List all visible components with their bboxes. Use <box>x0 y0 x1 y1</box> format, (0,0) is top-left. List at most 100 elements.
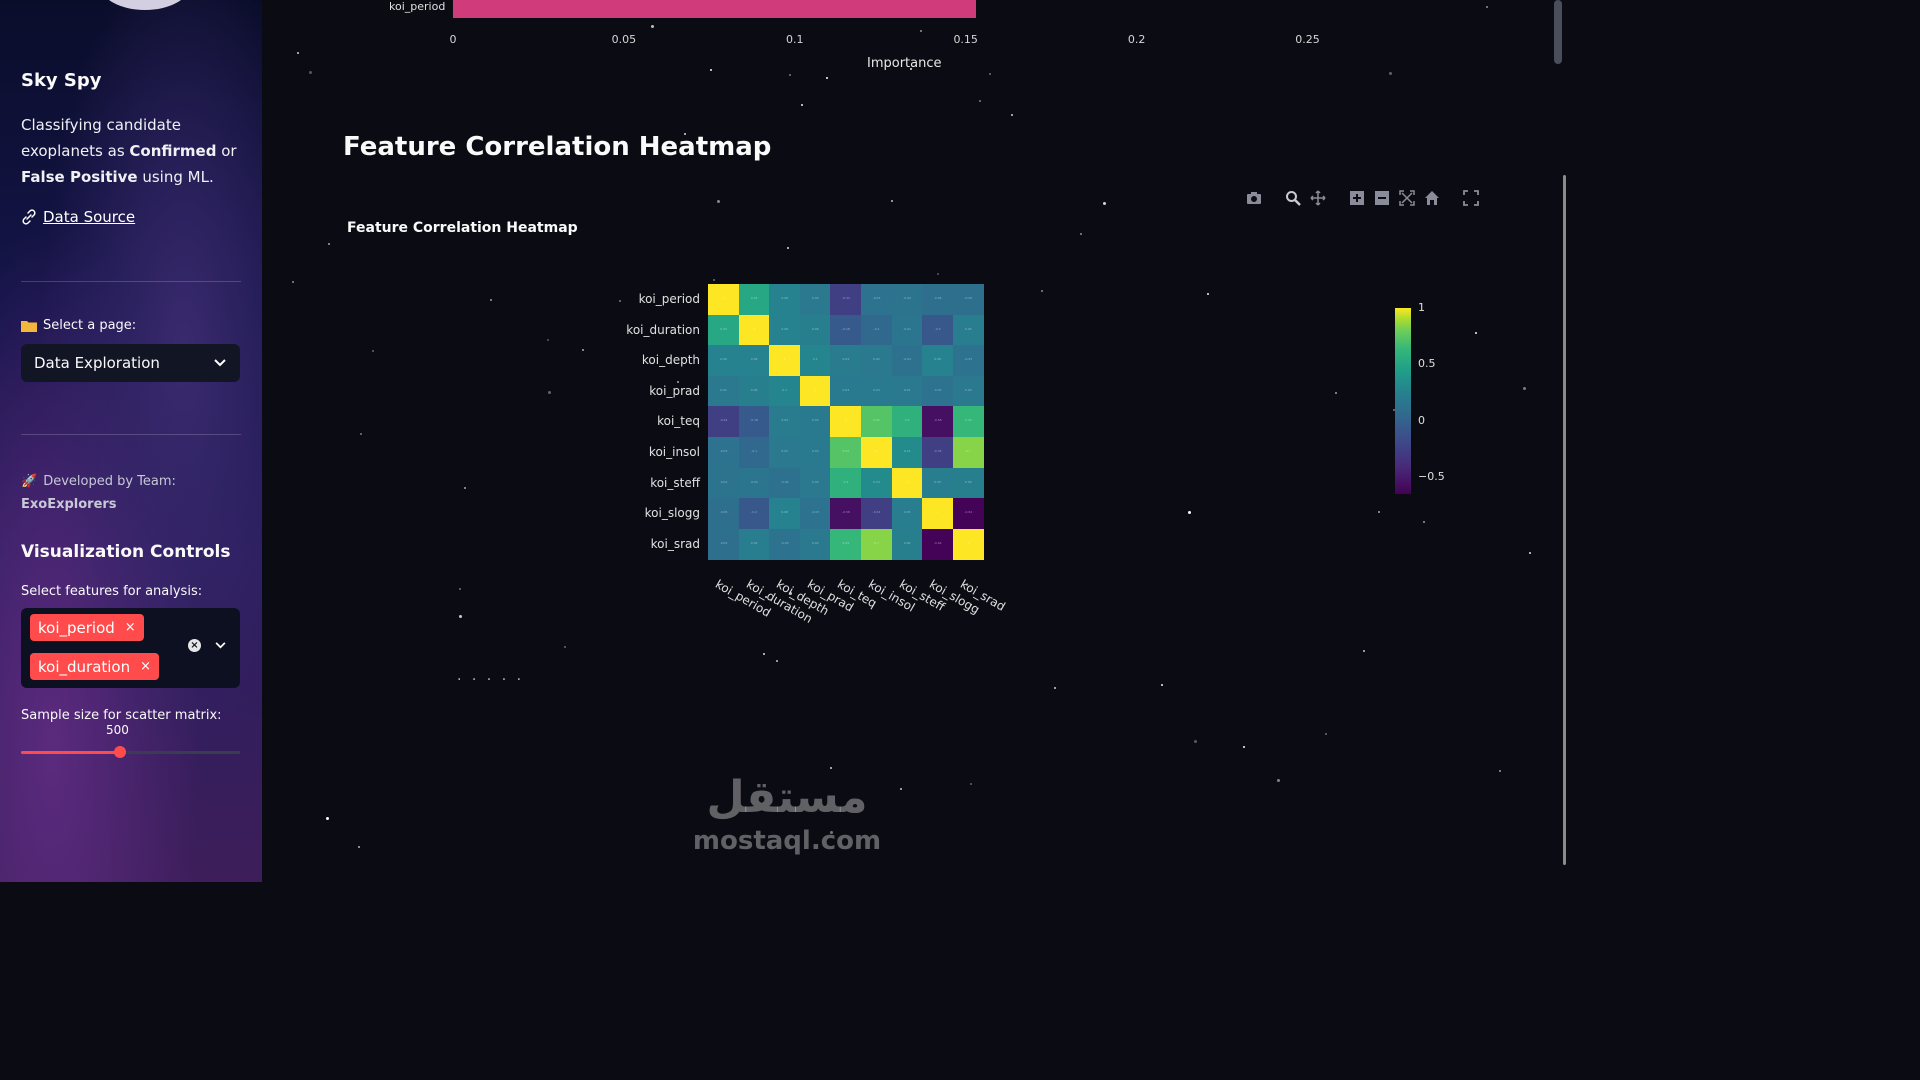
heatmap-cell[interactable]: 1 <box>861 437 892 468</box>
pan-icon[interactable] <box>1310 190 1326 206</box>
heatmap-cell[interactable]: 0.33 <box>738 284 770 315</box>
autoscale-icon[interactable] <box>1399 190 1415 206</box>
heatmap-cell[interactable]: 0.1 <box>769 375 801 407</box>
heatmap-cell[interactable]: -0.04 <box>891 345 923 377</box>
heatmap-cell[interactable]: 0.03 <box>861 375 892 407</box>
heatmap-cell[interactable]: -0.34 <box>922 437 954 468</box>
heatmap-cell[interactable]: -0.02 <box>708 467 739 499</box>
heatmap-cell[interactable]: -0.18 <box>830 314 862 346</box>
heatmap-cell[interactable]: 0.02 <box>799 284 831 315</box>
scrollbar-thumb[interactable] <box>1554 0 1562 64</box>
heatmap-cell[interactable]: -0.02 <box>891 284 923 315</box>
heatmap-cell[interactable]: -0.01 <box>738 467 770 499</box>
heatmap-cell[interactable]: 0.33 <box>708 314 739 346</box>
features-multiselect[interactable]: koi_period × koi_duration × × <box>21 608 240 688</box>
heatmap-cell[interactable]: 0.02 <box>952 375 984 407</box>
heatmap-cell[interactable]: -0.58 <box>830 498 862 530</box>
feature-tag[interactable]: koi_period × <box>30 614 144 641</box>
heatmap-cell[interactable]: 0.03 <box>830 375 862 407</box>
chevron-down-icon[interactable] <box>215 642 226 649</box>
heatmap-cell[interactable]: 0.05 <box>738 528 770 560</box>
heatmap-cell[interactable]: 1 <box>922 498 954 530</box>
heatmap-cell[interactable]: 0.04 <box>769 406 801 438</box>
heatmap-cell[interactable]: 0.7 <box>861 528 892 560</box>
remove-tag-icon[interactable]: × <box>140 659 152 674</box>
heatmap-cell[interactable]: -0.58 <box>922 406 954 438</box>
heatmap-cell[interactable]: 0.06 <box>952 467 984 499</box>
zoom-out-icon[interactable] <box>1374 190 1390 206</box>
heatmap-cell[interactable]: 0.02 <box>891 375 923 407</box>
heatmap-cell[interactable]: -0.34 <box>830 284 862 315</box>
scrollbar[interactable] <box>1550 0 1568 882</box>
remove-tag-icon[interactable]: × <box>124 620 136 635</box>
heatmap-cell[interactable]: -0.34 <box>861 498 892 530</box>
heatmap-cell[interactable]: 0.05 <box>891 498 923 530</box>
reset-axes-icon[interactable] <box>1424 190 1440 206</box>
heatmap-cell[interactable]: 0.06 <box>738 375 770 407</box>
heatmap-cell[interactable]: 0.02 <box>861 345 892 377</box>
heatmap-cell[interactable]: 0.4 <box>891 406 923 438</box>
heatmap-cell[interactable]: -0.05 <box>922 284 954 315</box>
heatmap-cell[interactable]: 1 <box>708 284 739 315</box>
heatmap-cell[interactable]: 1 <box>891 467 923 499</box>
heatmap-cell[interactable]: -0.05 <box>708 528 739 560</box>
sample-size-slider[interactable] <box>21 746 240 758</box>
heatmap-cell[interactable]: 0.02 <box>799 528 831 560</box>
heatmap-cell[interactable]: 0.4 <box>830 467 862 499</box>
heatmap-cell[interactable]: 0.02 <box>799 467 831 499</box>
clear-all-icon[interactable]: × <box>188 639 201 652</box>
heatmap-cell[interactable]: -0.04 <box>769 467 801 499</box>
scrollbar-thumb-secondary[interactable] <box>1563 175 1566 865</box>
data-source-link[interactable]: Data Source <box>21 208 135 226</box>
heatmap-cell[interactable]: -0.2 <box>922 314 954 346</box>
heatmap-cell[interactable]: 0.14 <box>861 467 892 499</box>
heatmap-cell[interactable]: 1 <box>830 406 862 438</box>
heatmap-cell[interactable]: 0.08 <box>922 345 954 377</box>
heatmap-cell[interactable]: 0.02 <box>708 375 739 407</box>
importance-bar[interactable] <box>453 0 976 18</box>
heatmap-cell[interactable]: 0.02 <box>769 437 801 468</box>
heatmap-cell[interactable]: -0.03 <box>799 498 831 530</box>
heatmap-cell[interactable]: 1 <box>799 375 831 407</box>
camera-icon[interactable] <box>1246 190 1262 206</box>
heatmap-cell[interactable]: 0.04 <box>830 345 862 377</box>
heatmap-cell[interactable]: 0.08 <box>769 498 801 530</box>
page-select[interactable]: Data Exploration <box>21 344 240 382</box>
slider-thumb[interactable] <box>114 746 126 758</box>
heatmap-cell[interactable]: 0.03 <box>799 406 831 438</box>
heatmap-cell[interactable]: -0.2 <box>738 498 770 530</box>
zoom-in-icon[interactable] <box>1349 190 1365 206</box>
heatmap-cell[interactable]: 0.45 <box>830 528 862 560</box>
heatmap-cell[interactable]: 0.05 <box>952 314 984 346</box>
heatmap-cell[interactable]: 0.06 <box>891 528 923 560</box>
feature-tag[interactable]: koi_duration × <box>30 653 160 680</box>
heatmap-cell[interactable]: 0.08 <box>708 345 739 377</box>
heatmap-cell[interactable]: -0.05 <box>952 284 984 315</box>
heatmap-cell[interactable]: -0.64 <box>922 528 954 560</box>
heatmap-cell[interactable]: 0.1 <box>799 345 831 377</box>
heatmap-cell[interactable]: 0.55 <box>861 406 892 438</box>
heatmap-cell[interactable]: -0.18 <box>738 406 770 438</box>
heatmap-cell[interactable]: 0.14 <box>891 437 923 468</box>
heatmap-cell[interactable]: -0.1 <box>738 437 770 468</box>
heatmap-cell[interactable]: 1 <box>769 345 801 377</box>
heatmap-cell[interactable]: 0.05 <box>922 467 954 499</box>
heatmap-cell[interactable]: 0.45 <box>952 406 984 438</box>
heatmap-cell[interactable]: 0.06 <box>799 314 831 346</box>
heatmap-cell[interactable]: -0.03 <box>922 375 954 407</box>
heatmap-cell[interactable]: -0.34 <box>708 406 739 438</box>
fullscreen-icon[interactable] <box>1463 190 1479 206</box>
zoom-icon[interactable] <box>1285 190 1301 206</box>
heatmap-cell[interactable]: -0.03 <box>769 528 801 560</box>
heatmap-cell[interactable]: 0.08 <box>738 345 770 377</box>
heatmap-cell[interactable]: -0.1 <box>861 314 892 346</box>
heatmap-cell[interactable]: -0.03 <box>952 345 984 377</box>
heatmap-cell[interactable]: 1 <box>738 314 770 346</box>
heatmap-cell[interactable]: 0.08 <box>769 314 801 346</box>
heatmap-cell[interactable]: -0.64 <box>952 498 984 530</box>
heatmap-cell[interactable]: -0.03 <box>708 437 739 468</box>
heatmap-cell[interactable]: 0.03 <box>799 437 831 468</box>
heatmap-cell[interactable]: 1 <box>952 528 984 560</box>
heatmap-cell[interactable]: 0.7 <box>952 437 984 468</box>
heatmap-cell[interactable]: -0.01 <box>891 314 923 346</box>
